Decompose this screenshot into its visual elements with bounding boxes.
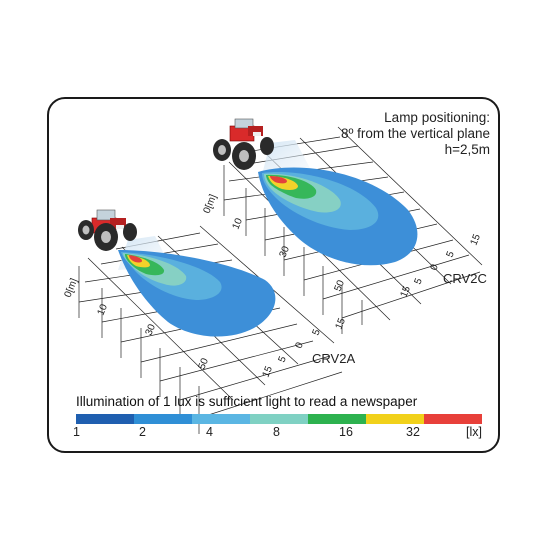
scale-tick-1: 1 — [73, 425, 80, 439]
back-distance-10: 10 — [231, 216, 246, 231]
back-lateral-0: 0 — [429, 262, 441, 272]
model-label-crv2c: CRV2C — [443, 271, 487, 286]
back-lateral-5b: 5 — [445, 249, 457, 259]
scale-tick-2: 2 — [139, 425, 146, 439]
front-distance-10: 10 — [96, 302, 111, 317]
model-label-crv2a: CRV2A — [312, 351, 356, 366]
front-zone-max — [129, 255, 142, 263]
illumination-caption: Illumination of 1 lux is sufficient ligh… — [76, 394, 418, 409]
scale-segment-1 — [134, 414, 192, 424]
note-line-2: 8º from the vertical plane — [340, 126, 490, 141]
lamp-positioning-note: Lamp positioning: 8º from the vertical p… — [341, 110, 490, 158]
note-line-3: h=2,5m — [444, 142, 490, 157]
back-lateral-5a: 5 — [413, 276, 425, 286]
scale-segment-6 — [424, 414, 482, 424]
scale-tick-4: 4 — [206, 425, 213, 439]
light-beam-back — [262, 140, 312, 175]
scale-unit-lx: [lx] — [466, 425, 482, 439]
tractor-icon-back — [213, 118, 274, 170]
front-lateral-5a: 5 — [277, 354, 289, 364]
front-lateral-15b: 15 — [334, 316, 349, 331]
scale-segment-3 — [250, 414, 308, 424]
scale-tick-32: 32 — [406, 425, 420, 439]
scale-tick-8: 8 — [273, 425, 280, 439]
scale-tick-16: 16 — [339, 425, 353, 439]
back-unit-label: 0[m] — [202, 193, 220, 215]
back-lateral-15a: 15 — [399, 284, 414, 299]
front-lateral-15a: 15 — [261, 364, 276, 379]
tractor-icon-front — [78, 209, 137, 251]
front-lateral-0: 0 — [294, 340, 306, 350]
back-distance-30: 30 — [278, 244, 293, 259]
front-distance-50: 50 — [197, 356, 212, 371]
scale-segment-2 — [192, 414, 250, 424]
light-pattern-front — [118, 250, 276, 337]
light-pattern-back — [258, 167, 418, 266]
back-distance-50: 50 — [333, 278, 348, 293]
scale-segment-5 — [366, 414, 424, 424]
back-lateral-15b: 15 — [469, 232, 484, 247]
front-unit-label: 0[m] — [63, 277, 81, 299]
scale-segment-4 — [308, 414, 366, 424]
diagram-frame — [47, 97, 500, 453]
back-zone-max — [270, 176, 287, 184]
front-lateral-5b: 5 — [311, 327, 323, 337]
scale-segment-0 — [76, 414, 134, 424]
front-distance-30: 30 — [144, 322, 159, 337]
lux-color-scale — [76, 414, 482, 424]
note-line-1: Lamp positioning: — [384, 110, 490, 125]
